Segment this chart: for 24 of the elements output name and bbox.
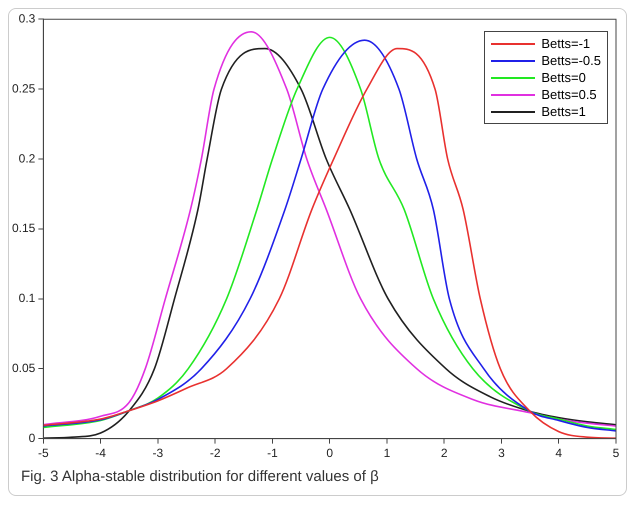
x-tick-label: 3	[498, 446, 506, 460]
x-tick-label: 0	[326, 446, 334, 460]
y-tick-label: 0.3	[18, 12, 36, 26]
legend-label: Betts=1	[541, 103, 586, 120]
x-tick-label: 4	[555, 446, 562, 460]
x-tick-label: -3	[152, 446, 164, 460]
x-tick-label: 5	[612, 446, 620, 460]
legend-label: Betts=-0.5	[541, 52, 601, 69]
y-tick-label: 0.25	[12, 81, 36, 96]
y-tick-label: 0.15	[12, 221, 36, 236]
x-tick-label: -2	[210, 446, 221, 460]
x-tick-label: -4	[95, 446, 106, 460]
y-tick-label: 0.05	[12, 361, 36, 376]
legend-label: Betts=0	[541, 69, 586, 86]
y-tick-label: 0.1	[18, 291, 36, 306]
x-tick-label: -1	[267, 446, 278, 460]
x-tick-label: 1	[384, 446, 391, 460]
legend-label: Betts=-1	[541, 35, 590, 52]
y-tick-label: 0.2	[18, 151, 36, 166]
x-tick-label: -5	[38, 446, 50, 460]
y-tick-label: 0	[28, 430, 36, 445]
legend-label: Betts=0.5	[541, 86, 597, 103]
caption: Fig. 3 Alpha-stable distribution for different values of β	[20, 467, 380, 487]
x-tick-label: 2	[440, 446, 448, 460]
